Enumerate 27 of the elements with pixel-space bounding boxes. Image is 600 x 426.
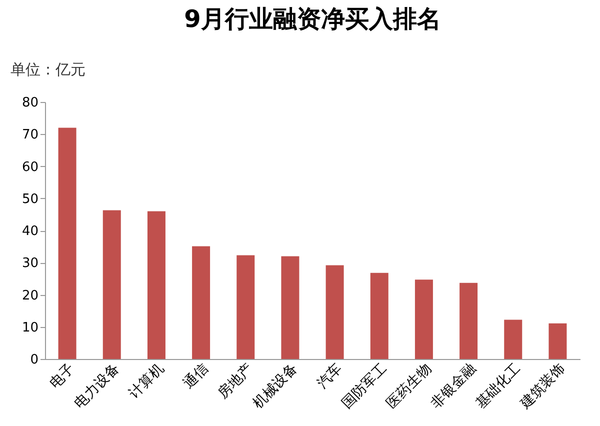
y-axis-title: 单位：亿元 <box>10 60 86 78</box>
x-tick-label: 通信 <box>180 360 212 392</box>
bar <box>58 128 76 359</box>
y-tick-label: 60 <box>22 160 38 175</box>
bar <box>281 256 300 359</box>
bar <box>147 211 166 359</box>
y-tick-label: 70 <box>22 128 38 143</box>
y-tick-label: 10 <box>22 320 38 336</box>
bar <box>326 265 344 359</box>
bar <box>370 272 388 359</box>
bar <box>102 210 121 359</box>
x-tick-label: 计算机 <box>126 360 168 402</box>
bar <box>414 280 433 359</box>
y-tick-label: 80 <box>22 96 38 110</box>
x-tick-label: 汽车 <box>314 360 346 392</box>
bar <box>236 255 255 359</box>
chart-title: 9月行业融资净买入排名 <box>184 5 441 33</box>
bar <box>192 246 210 359</box>
y-tick-label: 20 <box>22 288 38 304</box>
y-tick-label: 40 <box>22 224 38 239</box>
x-tick-label: 机械设备 <box>250 360 301 412</box>
y-tick-label: 30 <box>22 256 38 272</box>
bar <box>548 323 567 359</box>
bar <box>460 282 478 359</box>
y-tick-label: 50 <box>22 192 38 207</box>
y-tick-label: 0 <box>30 352 38 368</box>
bar <box>504 320 522 359</box>
